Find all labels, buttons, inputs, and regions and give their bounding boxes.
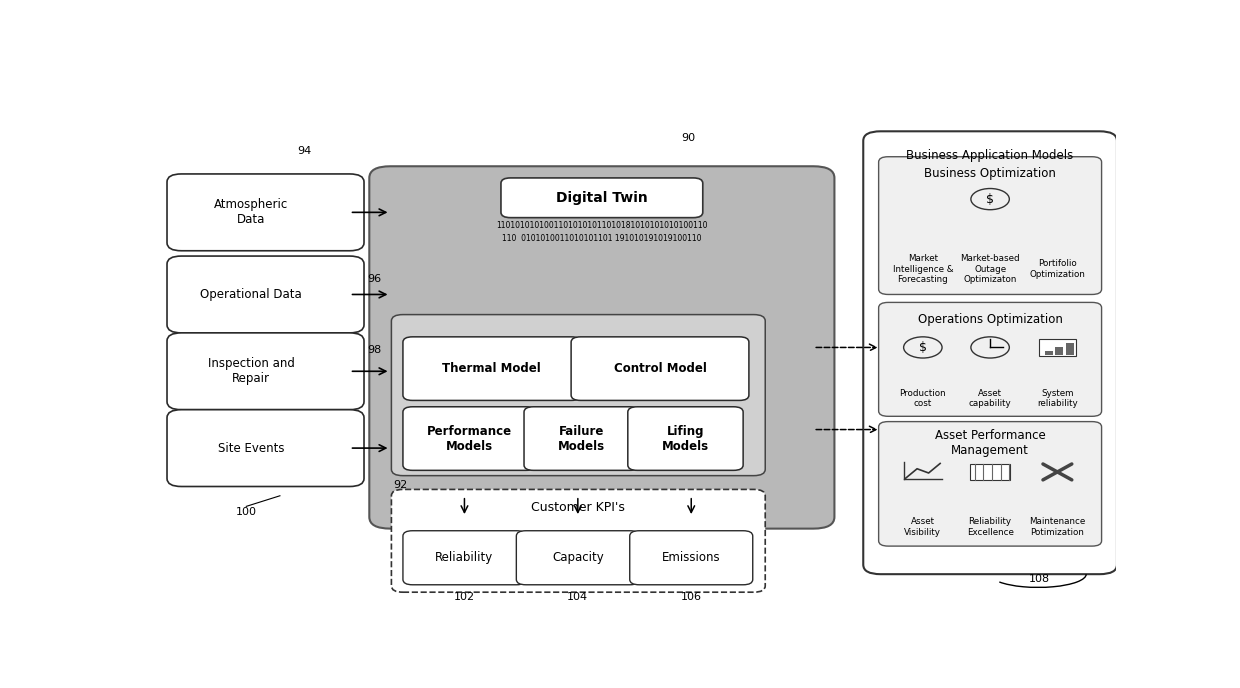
Text: Control Model: Control Model <box>614 362 707 375</box>
Text: 98: 98 <box>367 345 381 355</box>
Text: 102: 102 <box>454 592 475 603</box>
FancyBboxPatch shape <box>167 256 365 333</box>
FancyBboxPatch shape <box>167 409 365 486</box>
Text: Operational Data: Operational Data <box>200 288 303 301</box>
Text: Reliability: Reliability <box>435 551 494 564</box>
FancyBboxPatch shape <box>167 333 365 409</box>
Text: 94: 94 <box>296 147 311 156</box>
Text: Production
cost: Production cost <box>899 389 946 408</box>
FancyBboxPatch shape <box>863 131 1117 574</box>
Text: Maintenance
Potimization: Maintenance Potimization <box>1029 517 1085 537</box>
Text: Market
Intelligence &
Forecasting: Market Intelligence & Forecasting <box>893 254 954 284</box>
FancyBboxPatch shape <box>403 530 526 585</box>
Text: Customer KPI's: Customer KPI's <box>532 501 625 514</box>
Text: Reliability
Excellence: Reliability Excellence <box>967 517 1013 537</box>
Text: Emissions: Emissions <box>662 551 720 564</box>
Text: 96: 96 <box>367 274 381 283</box>
Text: Market-based
Outage
Optimizaton: Market-based Outage Optimizaton <box>960 254 1021 284</box>
FancyBboxPatch shape <box>627 407 743 471</box>
Bar <box>1055 347 1063 355</box>
FancyBboxPatch shape <box>879 422 1101 546</box>
Text: 110  0101010011010101101 191010191019100110: 110 0101010011010101101 1910101910191001… <box>502 235 702 244</box>
FancyBboxPatch shape <box>403 337 580 400</box>
Text: Portifolio
Optimization: Portifolio Optimization <box>1029 259 1085 279</box>
Text: Site Events: Site Events <box>218 442 284 455</box>
FancyBboxPatch shape <box>879 303 1101 416</box>
FancyBboxPatch shape <box>516 530 640 585</box>
Bar <box>1045 351 1053 355</box>
Text: Inspection and
Repair: Inspection and Repair <box>207 357 295 385</box>
Text: 108: 108 <box>1028 574 1050 585</box>
Text: Capacity: Capacity <box>552 551 604 564</box>
FancyBboxPatch shape <box>392 314 765 475</box>
Text: Performance
Models: Performance Models <box>427 424 512 453</box>
FancyBboxPatch shape <box>1039 339 1075 356</box>
Text: Business Optimization: Business Optimization <box>924 167 1056 180</box>
Text: $: $ <box>986 193 994 206</box>
Text: 90: 90 <box>681 133 696 143</box>
Bar <box>1066 343 1074 355</box>
Text: System
reliability: System reliability <box>1037 389 1078 408</box>
FancyBboxPatch shape <box>572 337 749 400</box>
Text: Lifing
Models: Lifing Models <box>662 424 709 453</box>
Text: Asset Performance
Management: Asset Performance Management <box>935 429 1045 457</box>
Text: Business Application Models: Business Application Models <box>906 149 1074 162</box>
Text: 11010101010011010101011010181010101010100110: 1101010101001101010101101018101010101010… <box>496 221 708 230</box>
FancyBboxPatch shape <box>501 178 703 217</box>
FancyBboxPatch shape <box>525 407 640 471</box>
Text: Asset
capability: Asset capability <box>968 389 1012 408</box>
Text: Atmospheric
Data: Atmospheric Data <box>215 198 288 226</box>
FancyBboxPatch shape <box>392 489 765 592</box>
Text: 104: 104 <box>567 592 589 603</box>
Text: $: $ <box>919 341 926 354</box>
FancyBboxPatch shape <box>167 174 365 250</box>
Text: 92: 92 <box>393 480 407 490</box>
Text: Thermal Model: Thermal Model <box>443 362 541 375</box>
Text: Failure
Models: Failure Models <box>558 424 605 453</box>
Text: Operations Optimization: Operations Optimization <box>918 313 1063 326</box>
FancyBboxPatch shape <box>370 166 835 528</box>
Text: 100: 100 <box>236 506 257 517</box>
FancyBboxPatch shape <box>403 407 536 471</box>
FancyBboxPatch shape <box>630 530 753 585</box>
FancyBboxPatch shape <box>879 157 1101 294</box>
Text: 106: 106 <box>681 592 702 603</box>
Text: Digital Twin: Digital Twin <box>556 191 647 205</box>
FancyBboxPatch shape <box>970 464 1011 480</box>
Text: Asset
Visibility: Asset Visibility <box>904 517 941 537</box>
